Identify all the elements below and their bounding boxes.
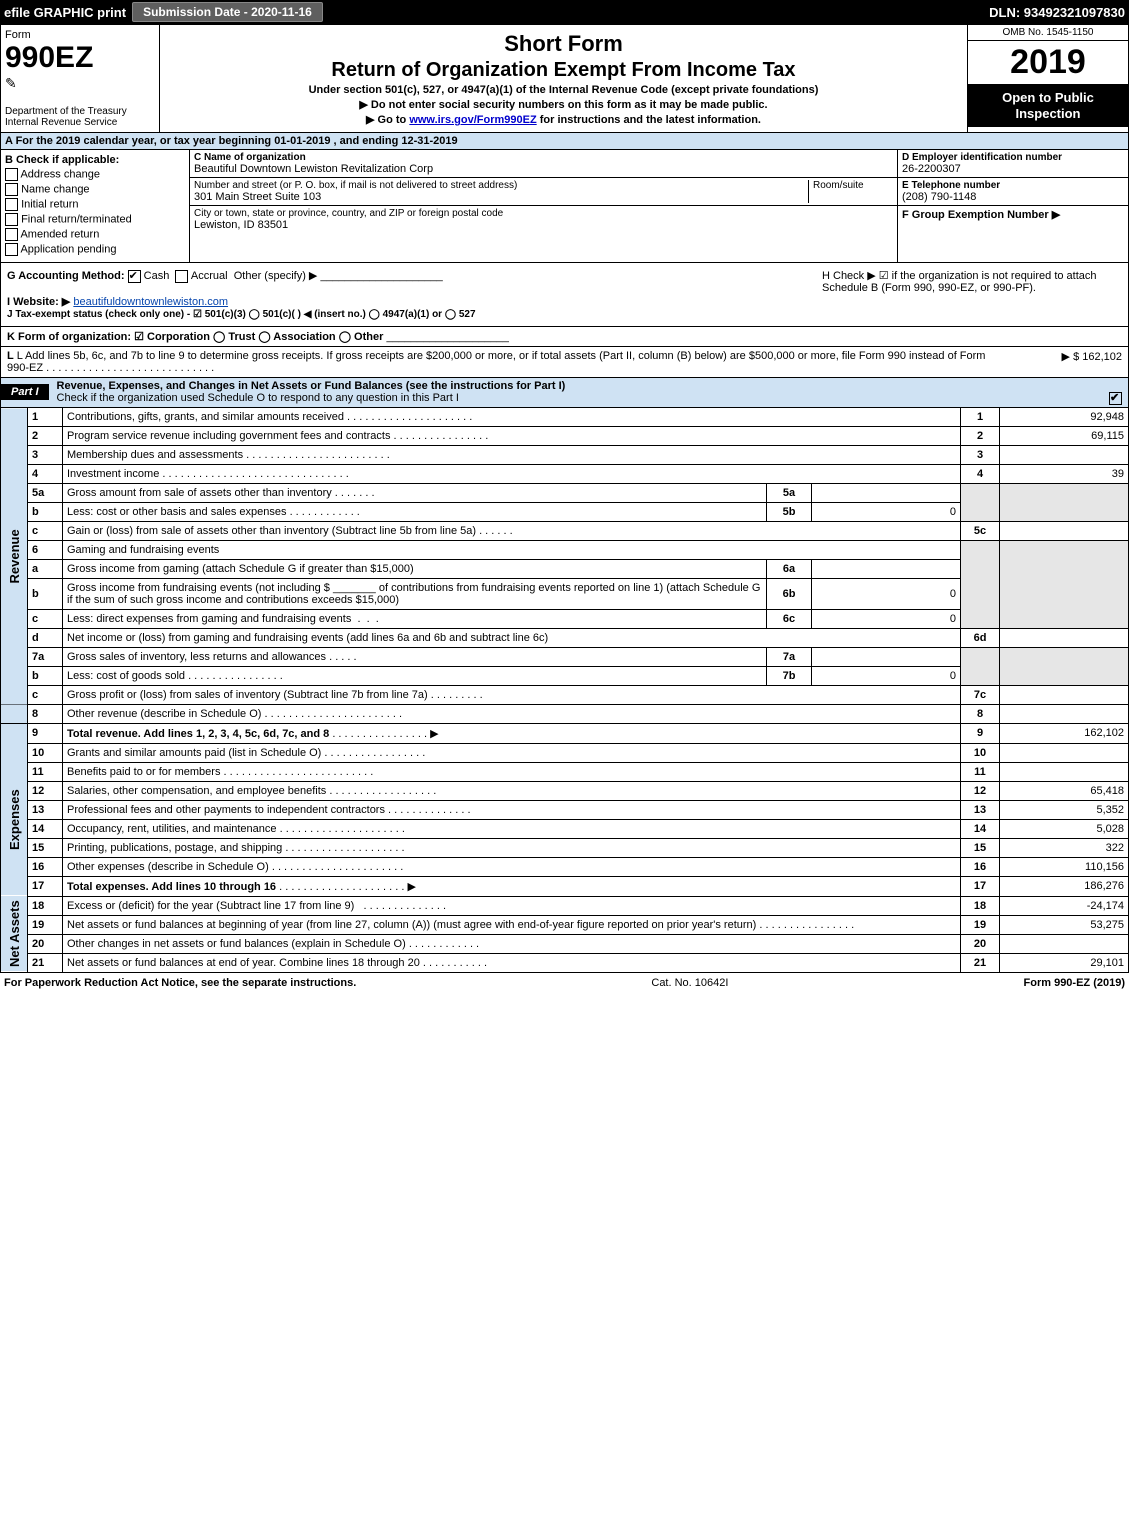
g-other: Other (specify) ▶ <box>234 270 318 282</box>
org-name: Beautiful Downtown Lewiston Revitalizati… <box>194 163 433 175</box>
irs-label: Internal Revenue Service <box>5 117 117 128</box>
amt-6d <box>1000 628 1129 647</box>
identity-block: B Check if applicable: Address change Na… <box>0 150 1129 263</box>
part1-schedule-o-check[interactable] <box>1109 392 1122 405</box>
efile-label: efile GRAPHIC print <box>4 5 126 20</box>
amt-1: 92,948 <box>1000 408 1129 427</box>
dln-label: DLN: 93492321097830 <box>989 5 1125 20</box>
form-meta-block: OMB No. 1545-1150 2019 Open to Public In… <box>968 25 1128 132</box>
chk-name-change[interactable]: Name change <box>5 183 185 196</box>
box-b-header: B Check if applicable: <box>5 154 119 166</box>
row-k: K Form of organization: ☑ Corporation ◯ … <box>0 327 1129 347</box>
org-address: 301 Main Street Suite 103 <box>194 191 321 203</box>
chk-cash[interactable] <box>128 270 141 283</box>
chk-amended-return[interactable]: Amended return <box>5 228 185 241</box>
part1-tag: Part I <box>1 384 49 400</box>
amt-11 <box>1000 762 1129 781</box>
footer-center: Cat. No. 10642I <box>651 977 728 989</box>
sidelabel-netassets: Net Assets <box>1 896 28 972</box>
row-l-text: L L Add lines 5b, 6c, and 7b to line 9 t… <box>7 350 1002 374</box>
ssn-warning: ▶ Do not enter social security numbers o… <box>168 98 959 111</box>
footer-left: For Paperwork Reduction Act Notice, see … <box>4 977 356 989</box>
ein-value: 26-2200307 <box>902 163 961 175</box>
h-line: H Check ▶ ☑ if the organization is not r… <box>822 270 1097 294</box>
i-label: I Website: ▶ <box>7 296 70 308</box>
title-return: Return of Organization Exempt From Incom… <box>168 59 959 82</box>
amt-17: 186,276 <box>1000 876 1129 896</box>
open-to-public: Open to Public Inspection <box>968 84 1128 127</box>
part1-table: Revenue 1 Contributions, gifts, grants, … <box>0 408 1129 973</box>
amt-2: 69,115 <box>1000 426 1129 445</box>
org-city: Lewiston, ID 83501 <box>194 219 288 231</box>
part1-check-line: Check if the organization used Schedule … <box>57 392 459 404</box>
form-number: 990EZ <box>5 41 155 75</box>
amt-19: 53,275 <box>1000 915 1129 934</box>
amt-9: 162,102 <box>1000 723 1129 743</box>
phone-value: (208) 790-1148 <box>902 191 976 203</box>
amt-3 <box>1000 445 1129 464</box>
room-label: Room/suite <box>813 180 893 191</box>
city-label: City or town, state or province, country… <box>194 208 893 219</box>
irs-link[interactable]: www.irs.gov/Form990EZ <box>409 114 536 126</box>
submission-date-button[interactable]: Submission Date - 2020-11-16 <box>132 2 323 22</box>
amt-16: 110,156 <box>1000 857 1129 876</box>
subtitle: Under section 501(c), 527, or 4947(a)(1)… <box>168 84 959 96</box>
f-label: F Group Exemption Number ▶ <box>902 209 1060 221</box>
j-line: J Tax-exempt status (check only one) - ☑… <box>7 309 476 320</box>
footer-right: Form 990-EZ (2019) <box>1024 977 1125 989</box>
box-def: D Employer identification number 26-2200… <box>898 150 1128 262</box>
c-label: C Name of organization <box>194 152 893 163</box>
form-id-block: Form 990EZ ✎ Department of the Treasury … <box>1 25 160 132</box>
d-label: D Employer identification number <box>902 152 1124 163</box>
amt-5c <box>1000 521 1129 540</box>
row-g-h: G Accounting Method: Cash Accrual Other … <box>0 263 1129 327</box>
goto-line: ▶ Go to www.irs.gov/Form990EZ for instru… <box>168 113 959 126</box>
row-l: L L Add lines 5b, 6c, and 7b to line 9 t… <box>0 347 1129 378</box>
tax-year: 2019 <box>968 41 1128 84</box>
amt-8 <box>1000 704 1129 723</box>
chk-final-return[interactable]: Final return/terminated <box>5 213 185 226</box>
amt-15: 322 <box>1000 838 1129 857</box>
line-a-tax-year: A For the 2019 calendar year, or tax yea… <box>0 133 1129 150</box>
part1-title: Revenue, Expenses, and Changes in Net As… <box>57 380 566 392</box>
chk-address-change[interactable]: Address change <box>5 168 185 181</box>
amt-7c <box>1000 685 1129 704</box>
e-label: E Telephone number <box>902 180 1124 191</box>
part1-header: Part I Revenue, Expenses, and Changes in… <box>0 378 1129 408</box>
form-header: Form 990EZ ✎ Department of the Treasury … <box>0 24 1129 133</box>
form-title-block: Short Form Return of Organization Exempt… <box>160 25 968 132</box>
amt-12: 65,418 <box>1000 781 1129 800</box>
amt-21: 29,101 <box>1000 953 1129 972</box>
efile-topbar: efile GRAPHIC print Submission Date - 20… <box>0 0 1129 24</box>
amt-4: 39 <box>1000 464 1129 483</box>
g-label: G Accounting Method: <box>7 270 125 282</box>
chk-accrual[interactable] <box>175 270 188 283</box>
sidelabel-expenses: Expenses <box>1 743 28 896</box>
chk-application-pending[interactable]: Application pending <box>5 243 185 256</box>
form-word: Form <box>5 29 155 41</box>
chk-initial-return[interactable]: Initial return <box>5 198 185 211</box>
amt-13: 5,352 <box>1000 800 1129 819</box>
row-l-amount: ▶ $ 162,102 <box>1002 350 1122 374</box>
amt-10 <box>1000 743 1129 762</box>
page-footer: For Paperwork Reduction Act Notice, see … <box>0 973 1129 993</box>
website-link[interactable]: beautifuldowntownlewiston.com <box>73 296 228 308</box>
box-b: B Check if applicable: Address change Na… <box>1 150 190 262</box>
amt-14: 5,028 <box>1000 819 1129 838</box>
dept-treasury: Department of the Treasury <box>5 106 127 117</box>
omb-number: OMB No. 1545-1150 <box>968 25 1128 41</box>
addr-label: Number and street (or P. O. box, if mail… <box>194 180 808 191</box>
sidelabel-revenue: Revenue <box>1 408 28 705</box>
amt-20 <box>1000 934 1129 953</box>
amt-18: -24,174 <box>1000 896 1129 915</box>
box-c: C Name of organization Beautiful Downtow… <box>190 150 898 262</box>
title-short-form: Short Form <box>168 31 959 57</box>
